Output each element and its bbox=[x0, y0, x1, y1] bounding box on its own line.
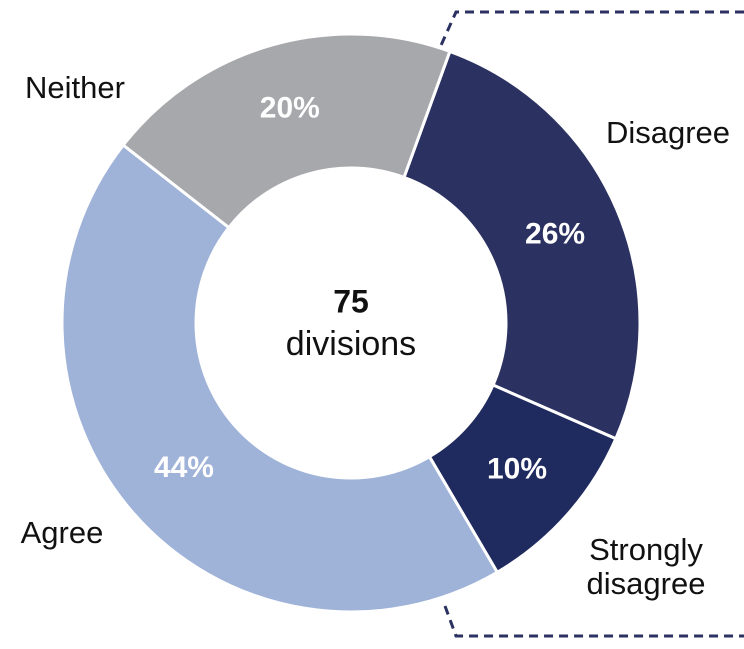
callout-bracket-top bbox=[436, 10, 744, 53]
category-label: Neither bbox=[25, 70, 125, 105]
category-label: Strongly disagree bbox=[587, 532, 706, 601]
value-label: 26% bbox=[525, 217, 585, 250]
value-label: 20% bbox=[260, 92, 320, 125]
value-label: 10% bbox=[487, 452, 547, 485]
callout-bracket-bottom bbox=[443, 605, 744, 638]
center-total: 75 bbox=[333, 283, 369, 319]
donut-slice bbox=[121, 32, 452, 230]
category-label: Disagree bbox=[606, 115, 730, 150]
category-label: Agree bbox=[21, 515, 104, 550]
donut-slice bbox=[60, 142, 500, 614]
value-label: 44% bbox=[154, 451, 214, 484]
donut-slice bbox=[402, 49, 642, 441]
slices bbox=[60, 32, 642, 614]
center-label: divisions bbox=[286, 325, 416, 363]
